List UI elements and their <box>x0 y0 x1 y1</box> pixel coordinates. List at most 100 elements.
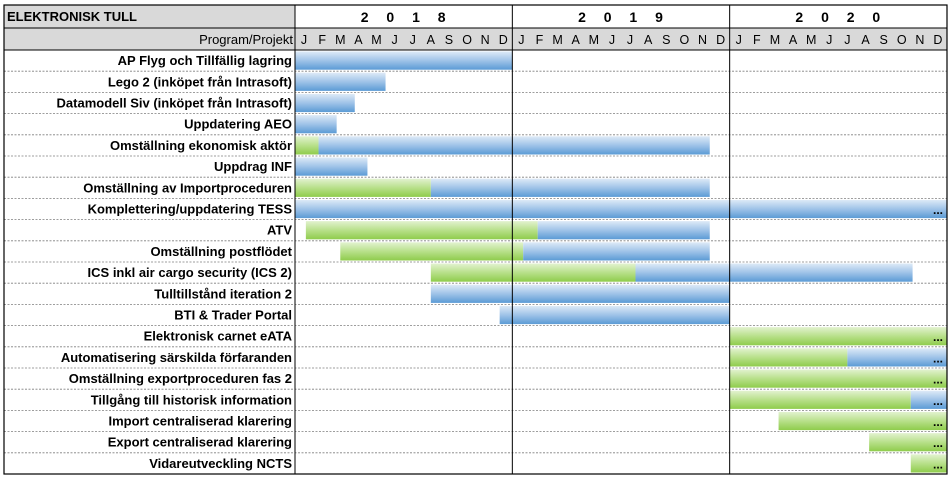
continues-marker: ... <box>933 457 943 471</box>
gantt-bar-blue <box>847 348 947 367</box>
month-label: N <box>481 33 490 47</box>
month-label: A <box>572 33 581 47</box>
gantt-bar-green <box>729 369 947 388</box>
continues-marker: ... <box>933 394 943 408</box>
gantt-bar-blue <box>499 305 730 325</box>
month-label: A <box>644 33 653 47</box>
month-header-bg <box>4 28 947 50</box>
month-label: M <box>371 33 381 47</box>
month-label: O <box>897 33 907 47</box>
column-header-program: Program/Projekt <box>199 32 293 47</box>
gantt-bar-green <box>729 327 947 346</box>
month-label: J <box>736 33 742 47</box>
month-label: S <box>662 33 670 47</box>
gantt-bar-green <box>430 263 636 282</box>
gantt-bar-blue <box>635 263 913 282</box>
month-label: S <box>879 33 887 47</box>
year-label: 2 0 1 8 <box>361 9 453 25</box>
gantt-bar-green <box>305 221 538 240</box>
project-label: Import centraliserad klarering <box>108 414 292 429</box>
month-label: O <box>462 33 472 47</box>
project-label: Omställning exportproceduren fas 2 <box>69 371 292 386</box>
project-label: ATV <box>267 223 292 238</box>
month-label: M <box>770 33 780 47</box>
project-label: Omställning postflödet <box>150 244 292 259</box>
month-label: J <box>609 33 615 47</box>
project-label: Lego 2 (inköpet från Intrasoft) <box>108 74 292 89</box>
project-label: Tulltillstånd iteration 2 <box>154 286 292 301</box>
gantt-bar-blue <box>295 199 947 219</box>
continues-marker: ... <box>933 351 943 365</box>
gantt-bar-green <box>729 390 911 409</box>
month-label: J <box>518 33 524 47</box>
month-label: J <box>301 33 307 47</box>
project-label: Uppdatering AEO <box>184 117 292 132</box>
month-label: J <box>826 33 832 47</box>
month-label: O <box>680 33 690 47</box>
chart-title: ELEKTRONISK TULL <box>7 9 137 24</box>
gantt-bar-blue <box>537 221 710 240</box>
month-label: A <box>427 33 436 47</box>
gantt-bar-blue <box>318 136 710 155</box>
gantt-bar-blue <box>295 51 513 70</box>
project-label: Tillgång till historisk information <box>91 392 292 407</box>
continues-marker: ... <box>933 203 943 217</box>
month-label: J <box>391 33 397 47</box>
project-label: ICS inkl air cargo security (ICS 2) <box>88 265 292 280</box>
month-label: D <box>499 33 508 47</box>
continues-marker: ... <box>933 373 943 387</box>
month-label: D <box>933 33 942 47</box>
gantt-bar-green <box>729 348 848 367</box>
month-label: F <box>318 33 326 47</box>
month-label: S <box>445 33 453 47</box>
month-label: D <box>716 33 725 47</box>
month-label: A <box>861 33 870 47</box>
month-label: A <box>354 33 363 47</box>
continues-marker: ... <box>933 436 943 450</box>
month-label: M <box>589 33 599 47</box>
month-label: M <box>335 33 345 47</box>
gantt-bar-green <box>295 178 431 197</box>
gantt-bar-blue <box>295 93 355 113</box>
month-label: M <box>806 33 816 47</box>
project-label: Automatisering särskilda förfaranden <box>61 350 292 365</box>
gantt-bar-green <box>778 411 947 431</box>
project-label: Export centraliserad klarering <box>108 435 292 450</box>
gantt-bar-blue <box>295 115 337 134</box>
gantt-bar-blue <box>430 284 730 303</box>
project-label: Elektronisk carnet eATA <box>144 329 293 344</box>
project-label: Vidareutveckling NCTS <box>149 456 292 471</box>
project-label: Omställning av Importproceduren <box>83 180 292 195</box>
gantt-bar-blue <box>910 390 947 409</box>
month-label: A <box>789 33 798 47</box>
continues-marker: ... <box>933 415 943 429</box>
project-label: BTI & Trader Portal <box>174 308 292 323</box>
gantt-bar-green <box>869 433 947 452</box>
gantt-bar-blue <box>295 72 386 91</box>
year-label: 2 0 1 9 <box>578 9 670 25</box>
month-label: J <box>627 33 633 47</box>
project-label: AP Flyg och Tillfällig lagring <box>118 53 292 68</box>
gantt-bar-green <box>295 136 319 155</box>
continues-marker: ... <box>933 330 943 344</box>
project-label: Datamodell Siv (inköpet från Intrasoft) <box>57 96 292 111</box>
month-label: J <box>844 33 850 47</box>
title-cell-bg <box>4 5 295 28</box>
month-label: M <box>552 33 562 47</box>
month-label: N <box>915 33 924 47</box>
gantt-bar-blue <box>430 178 710 197</box>
month-label: J <box>410 33 416 47</box>
month-label: F <box>536 33 544 47</box>
month-label: F <box>753 33 761 47</box>
gantt-bar-blue <box>295 157 368 176</box>
project-label: Omställning ekonomisk aktör <box>110 138 292 153</box>
gantt-bar-green <box>910 454 947 473</box>
gantt-bar-green <box>340 242 524 261</box>
gantt-bar-blue <box>523 242 710 261</box>
month-label: N <box>698 33 707 47</box>
chart-border <box>3 4 948 475</box>
project-label: Komplettering/uppdatering TESS <box>88 202 293 217</box>
project-label: Uppdrag INF <box>214 159 292 174</box>
year-label: 2 0 2 0 <box>795 9 887 25</box>
